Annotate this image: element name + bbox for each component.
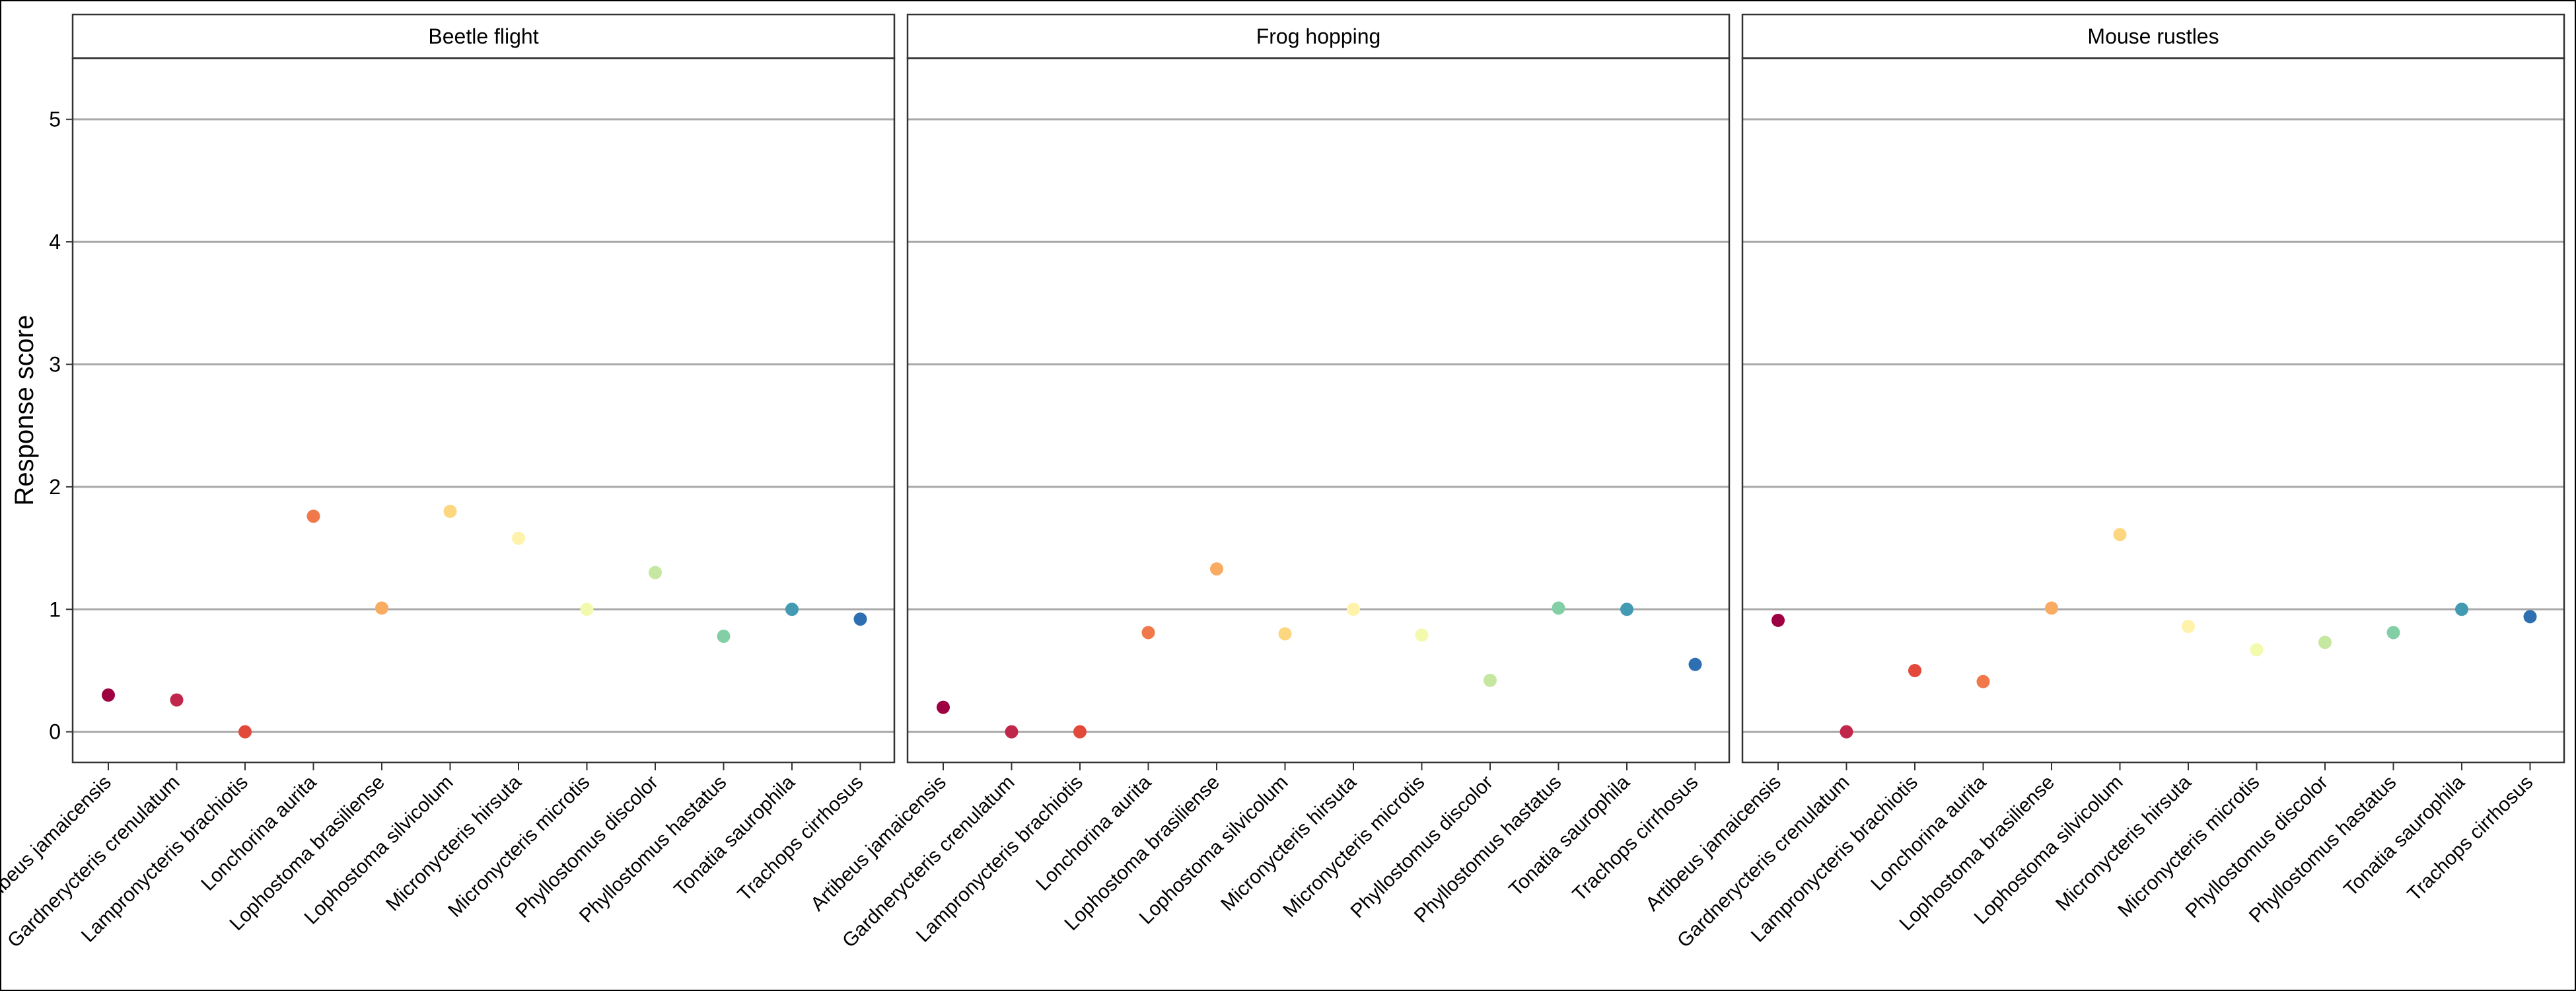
- data-point: [1073, 725, 1087, 739]
- panel-title: Frog hopping: [1256, 24, 1381, 48]
- x-tick-label: Micronycteris hirsuta: [2052, 771, 2196, 915]
- panel-border: [906, 57, 1731, 764]
- panel-border: [71, 57, 896, 764]
- y-tick-label: 3: [49, 352, 61, 376]
- data-point: [512, 531, 525, 545]
- data-point: [1840, 725, 1853, 739]
- data-point: [375, 601, 388, 615]
- data-point: [785, 603, 799, 616]
- x-tick-label: Tonatia saurophila: [670, 771, 799, 901]
- data-point: [1976, 675, 1990, 688]
- x-tick-label: Micronycteris hirsuta: [382, 771, 526, 915]
- y-tick-label: 2: [49, 475, 61, 499]
- data-point: [2113, 528, 2127, 542]
- panel-strip: [906, 13, 1731, 59]
- y-tick-label: 4: [49, 230, 61, 254]
- data-point: [443, 504, 457, 518]
- data-point: [1005, 725, 1019, 739]
- data-point: [2386, 626, 2400, 640]
- data-point: [306, 509, 320, 523]
- x-tick-label: Tonatia saurophila: [1505, 771, 1634, 901]
- panel-title: Mouse rustles: [2087, 24, 2219, 48]
- data-point: [2318, 636, 2332, 649]
- data-point: [1908, 663, 1921, 677]
- data-point: [937, 700, 950, 714]
- data-point: [102, 688, 115, 702]
- data-point: [649, 566, 662, 579]
- data-point: [853, 612, 867, 626]
- y-tick-label: 0: [49, 720, 61, 744]
- y-axis-title: Response score: [10, 314, 39, 505]
- data-point: [1278, 627, 1292, 641]
- panel-strip: [1741, 13, 2565, 59]
- x-tick-label: Lonchorina aurita: [1032, 771, 1155, 895]
- x-tick-label: Lonchorina aurita: [1867, 771, 1990, 895]
- data-point: [1141, 626, 1155, 640]
- data-point: [1415, 628, 1429, 642]
- data-point: [2045, 601, 2058, 615]
- data-point: [170, 693, 184, 707]
- data-point: [2523, 610, 2537, 624]
- x-tick-label: Tonatia saurophila: [2340, 771, 2469, 901]
- data-point: [1347, 603, 1360, 616]
- data-point: [2250, 643, 2264, 657]
- x-tick-label: Artibeus jamaicensis: [806, 772, 950, 916]
- data-point: [1688, 657, 1702, 671]
- data-point: [1210, 562, 1223, 576]
- data-point: [238, 725, 252, 739]
- data-point: [1620, 603, 1633, 616]
- data-point: [2455, 603, 2468, 616]
- data-point: [1771, 613, 1785, 627]
- y-tick-label: 1: [49, 597, 61, 621]
- panel-title: Beetle flight: [428, 24, 538, 48]
- data-point: [717, 630, 731, 644]
- panel-border: [1741, 57, 2565, 764]
- x-tick-label: Artibeus jamaicensis: [1641, 772, 1785, 916]
- x-tick-label: Micronycteris hirsuta: [1217, 771, 1361, 915]
- x-tick-label: Trachops cirrhosus: [2404, 772, 2538, 906]
- data-point: [1484, 673, 1497, 687]
- data-point: [580, 603, 594, 616]
- data-point: [2182, 620, 2195, 634]
- y-tick-label: 5: [49, 108, 61, 131]
- x-tick-label: Lonchorina aurita: [197, 771, 320, 895]
- data-point: [1552, 601, 1565, 615]
